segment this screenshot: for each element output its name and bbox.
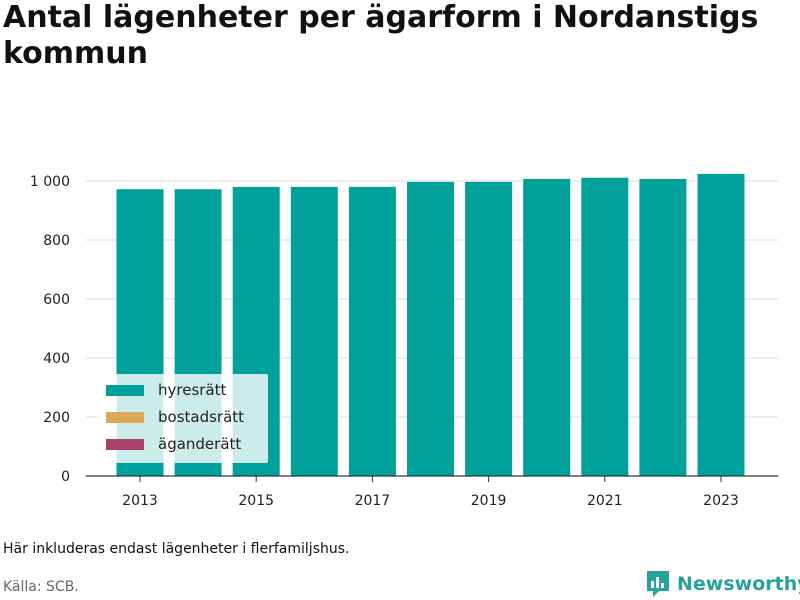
y-tick-label: 1 000 <box>30 174 70 190</box>
source-text: Källa: SCB. <box>3 579 79 595</box>
legend: hyresrätt bostadsrätt äganderätt <box>98 374 268 463</box>
bar-hyresrätt-2023[interactable] <box>697 173 745 477</box>
newsworthy-logo-icon <box>647 571 669 597</box>
brand-name: Newsworthy <box>677 573 800 595</box>
bar-hyresrätt-2022[interactable] <box>639 178 687 476</box>
legend-label-bostadsrätt[interactable]: bostadsrätt <box>158 408 244 426</box>
x-tick-label: 2013 <box>122 493 158 509</box>
y-tick-label: 0 <box>61 469 70 485</box>
bar-hyresrätt-2016[interactable] <box>290 186 338 476</box>
y-tick-label: 400 <box>43 351 70 367</box>
x-tick-label: 2017 <box>355 493 391 509</box>
bar-hyresrätt-2021[interactable] <box>581 177 629 476</box>
x-tick-label: 2023 <box>703 493 739 509</box>
bar-hyresrätt-2020[interactable] <box>523 178 571 476</box>
bar-hyresrätt-2017[interactable] <box>348 186 396 476</box>
legend-label-hyresrätt[interactable]: hyresrätt <box>158 381 227 399</box>
y-axis: 0 200 400 600 800 1 000 <box>30 174 70 485</box>
legend-swatch-hyresrätt[interactable] <box>106 385 144 396</box>
x-axis: 2013 2015 2017 2019 2021 2023 <box>86 475 778 509</box>
bar-hyresrätt-2019[interactable] <box>465 181 513 476</box>
chart-title: Antal lägenheter per ägarform i Nordanst… <box>3 0 759 71</box>
y-tick-label: 600 <box>43 292 70 308</box>
x-tick-label: 2021 <box>587 493 623 509</box>
footnote: Här inkluderas endast lägenheter i flerf… <box>3 541 350 557</box>
legend-label-äganderätt[interactable]: äganderätt <box>158 435 241 453</box>
y-tick-label: 200 <box>43 410 70 426</box>
brand[interactable]: Newsworthy <box>645 569 800 599</box>
x-tick-label: 2015 <box>238 493 274 509</box>
bar-hyresrätt-2018[interactable] <box>407 181 454 476</box>
y-tick-label: 800 <box>43 233 70 249</box>
legend-swatch-bostadsrätt[interactable] <box>106 412 144 423</box>
x-tick-label: 2019 <box>471 493 507 509</box>
legend-swatch-äganderätt[interactable] <box>106 439 144 450</box>
